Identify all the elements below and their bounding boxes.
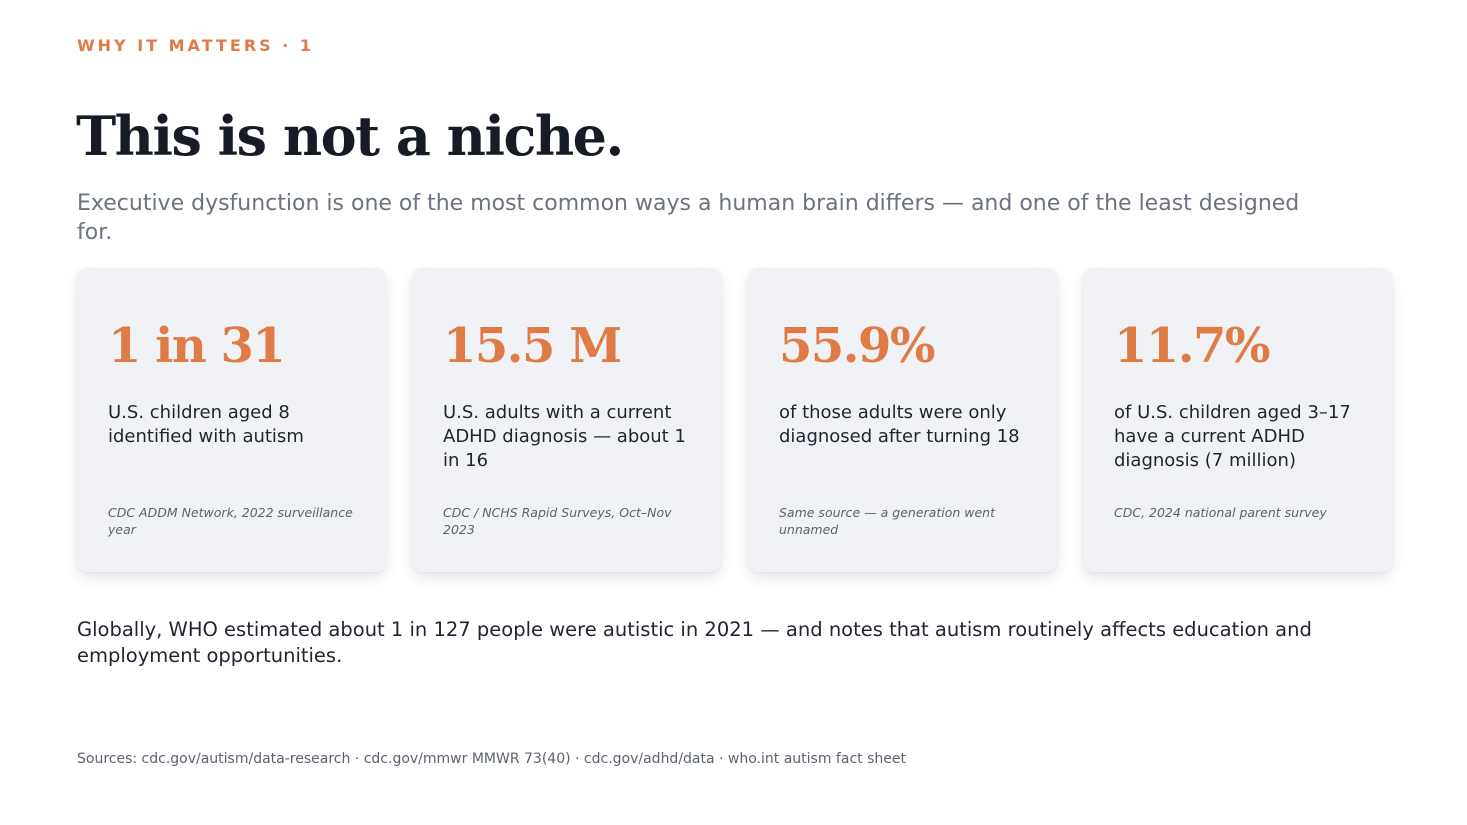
stat-description: U.S. adults with a current ADHD diagnosi… — [443, 402, 686, 471]
sources-footer: Sources: cdc.gov/autism/data-research · … — [77, 751, 906, 767]
stat-source: Same source — a generation went unnamed — [779, 505, 995, 537]
stat-source: CDC ADDM Network, 2022 surveillance year — [108, 505, 353, 537]
stat-card-adhd-adults: 15.5 M U.S. adults with a current ADHD d… — [412, 268, 721, 572]
stat-value: 15.5 M — [443, 318, 622, 374]
section-eyebrow: WHY IT MATTERS · 1 — [77, 36, 315, 55]
stat-card-late-diagnosis: 55.9% of those adults were only diagnose… — [748, 268, 1057, 572]
stat-card-adhd-children: 11.7% of U.S. children aged 3–17 have a … — [1083, 268, 1392, 572]
stat-description: U.S. children aged 8 identified with aut… — [108, 402, 304, 447]
stat-value: 1 in 31 — [108, 318, 286, 374]
stat-source: CDC, 2024 national parent survey — [1114, 505, 1327, 520]
stat-source: CDC / NCHS Rapid Surveys, Oct–Nov 2023 — [443, 505, 672, 537]
stat-cards: 1 in 31 U.S. children aged 8 identified … — [77, 268, 1392, 572]
page-subtitle: Executive dysfunction is one of the most… — [77, 191, 1300, 245]
stat-card-autism-children: 1 in 31 U.S. children aged 8 identified … — [77, 268, 386, 572]
stat-value: 55.9% — [779, 318, 936, 374]
stat-description: of those adults were only diagnosed afte… — [779, 402, 1020, 447]
page-title: This is not a niche. — [76, 104, 624, 168]
global-note: Globally, WHO estimated about 1 in 127 p… — [77, 618, 1312, 667]
stat-description: of U.S. children aged 3–17 have a curren… — [1114, 402, 1351, 471]
stat-value: 11.7% — [1114, 318, 1271, 374]
